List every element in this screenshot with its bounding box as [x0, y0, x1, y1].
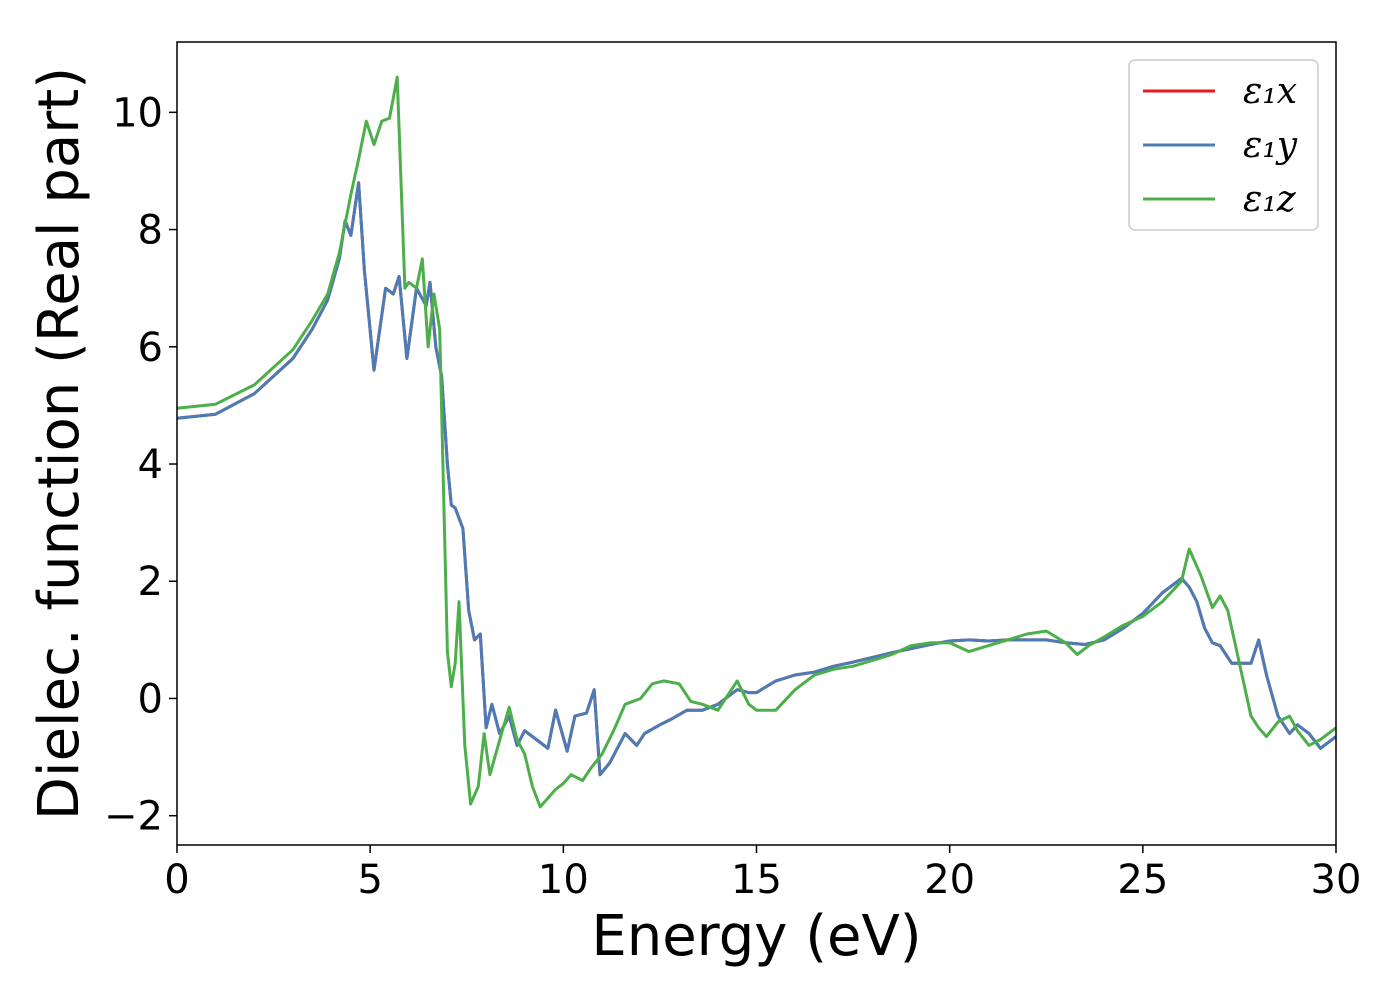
x-axis-ticks: 0 5 10 15 20 25 30: [164, 845, 1361, 903]
y-tick-label: 10: [112, 90, 163, 136]
y-tick-label: 4: [138, 442, 163, 488]
series-line-3: [176, 75, 1337, 809]
y-tick-label: −2: [104, 794, 163, 840]
x-tick-label: 30: [1311, 857, 1362, 903]
y-axis-ticks: −2 0 2 4 6 8 10: [104, 90, 177, 840]
x-tick-label: 25: [1117, 857, 1168, 903]
legend-box: [1128, 59, 1319, 231]
y-tick-label: 6: [138, 325, 163, 371]
x-axis-title: Energy (eV): [591, 904, 921, 969]
y-tick-label: 8: [138, 208, 163, 254]
legend: ε₁x ε₁y ε₁z: [1128, 59, 1319, 231]
series-line-2: [176, 181, 1337, 777]
x-tick-label: 10: [538, 857, 589, 903]
x-tick-label: 15: [731, 857, 782, 903]
x-tick-label: 0: [164, 857, 189, 903]
x-tick-label: 5: [357, 857, 382, 903]
legend-label-3: ε₁z: [1243, 179, 1297, 220]
legend-label-1: ε₁x: [1243, 71, 1297, 112]
y-tick-label: 0: [138, 676, 163, 722]
y-tick-label: 2: [138, 559, 163, 605]
series-line-1: [176, 181, 1337, 777]
series-layer: [176, 75, 1337, 809]
legend-label-2: ε₁y: [1243, 125, 1298, 166]
y-axis-title: Dielec. function (Real part): [27, 67, 92, 820]
x-tick-label: 20: [924, 857, 975, 903]
